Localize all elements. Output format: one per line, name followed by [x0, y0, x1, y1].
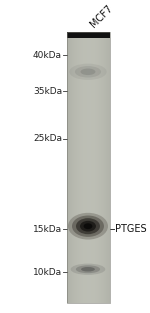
Bar — [90, 32, 91, 303]
Bar — [85, 32, 86, 303]
Bar — [68, 32, 69, 303]
Text: MCF7: MCF7 — [88, 3, 114, 30]
Bar — [81, 32, 82, 303]
Bar — [103, 32, 104, 303]
Bar — [67, 32, 68, 303]
Bar — [76, 32, 77, 303]
Bar — [84, 32, 85, 303]
Text: 35kDa: 35kDa — [33, 87, 62, 95]
Bar — [105, 32, 106, 303]
Ellipse shape — [75, 66, 101, 78]
Bar — [91, 32, 92, 303]
Bar — [104, 32, 105, 303]
Ellipse shape — [84, 223, 92, 229]
Bar — [79, 32, 80, 303]
Ellipse shape — [69, 64, 107, 80]
Bar — [67, 32, 110, 38]
Bar — [106, 32, 107, 303]
Bar — [94, 32, 95, 303]
Bar — [100, 32, 101, 303]
Bar — [69, 32, 70, 303]
Bar — [76, 32, 77, 303]
Bar — [103, 32, 104, 303]
Bar — [74, 32, 75, 303]
Bar — [92, 32, 93, 303]
Text: 10kDa: 10kDa — [33, 268, 62, 277]
Bar — [83, 32, 84, 303]
Bar — [89, 32, 90, 303]
Text: 40kDa: 40kDa — [33, 51, 62, 60]
Ellipse shape — [81, 267, 95, 271]
Bar — [97, 32, 98, 303]
Ellipse shape — [72, 216, 104, 237]
Bar — [75, 32, 76, 303]
Bar — [73, 32, 74, 303]
Bar — [87, 32, 88, 303]
Bar — [109, 32, 110, 303]
Bar — [101, 32, 102, 303]
Bar — [96, 32, 97, 303]
Bar — [88, 32, 89, 303]
Bar — [93, 32, 94, 303]
Ellipse shape — [76, 218, 100, 234]
Bar — [107, 32, 108, 303]
Bar — [98, 32, 99, 303]
Text: PTGES: PTGES — [115, 224, 147, 234]
Bar — [80, 32, 81, 303]
Ellipse shape — [81, 69, 95, 75]
Ellipse shape — [76, 265, 100, 273]
Text: 25kDa: 25kDa — [33, 134, 62, 143]
Bar — [95, 32, 96, 303]
Ellipse shape — [68, 213, 108, 239]
Text: 15kDa: 15kDa — [33, 225, 62, 234]
Ellipse shape — [71, 264, 105, 275]
Bar — [101, 32, 102, 303]
Bar — [96, 32, 97, 303]
Bar — [108, 32, 109, 303]
Bar — [69, 32, 70, 303]
Bar — [67, 32, 110, 303]
Bar — [99, 32, 100, 303]
Bar — [74, 32, 75, 303]
Bar — [72, 32, 73, 303]
Bar — [78, 32, 79, 303]
Bar — [79, 32, 80, 303]
Bar — [70, 32, 71, 303]
Bar — [89, 32, 90, 303]
Bar — [77, 32, 78, 303]
Bar — [71, 32, 72, 303]
Bar — [82, 32, 83, 303]
Ellipse shape — [80, 221, 96, 232]
Bar — [86, 32, 87, 303]
Bar — [102, 32, 103, 303]
